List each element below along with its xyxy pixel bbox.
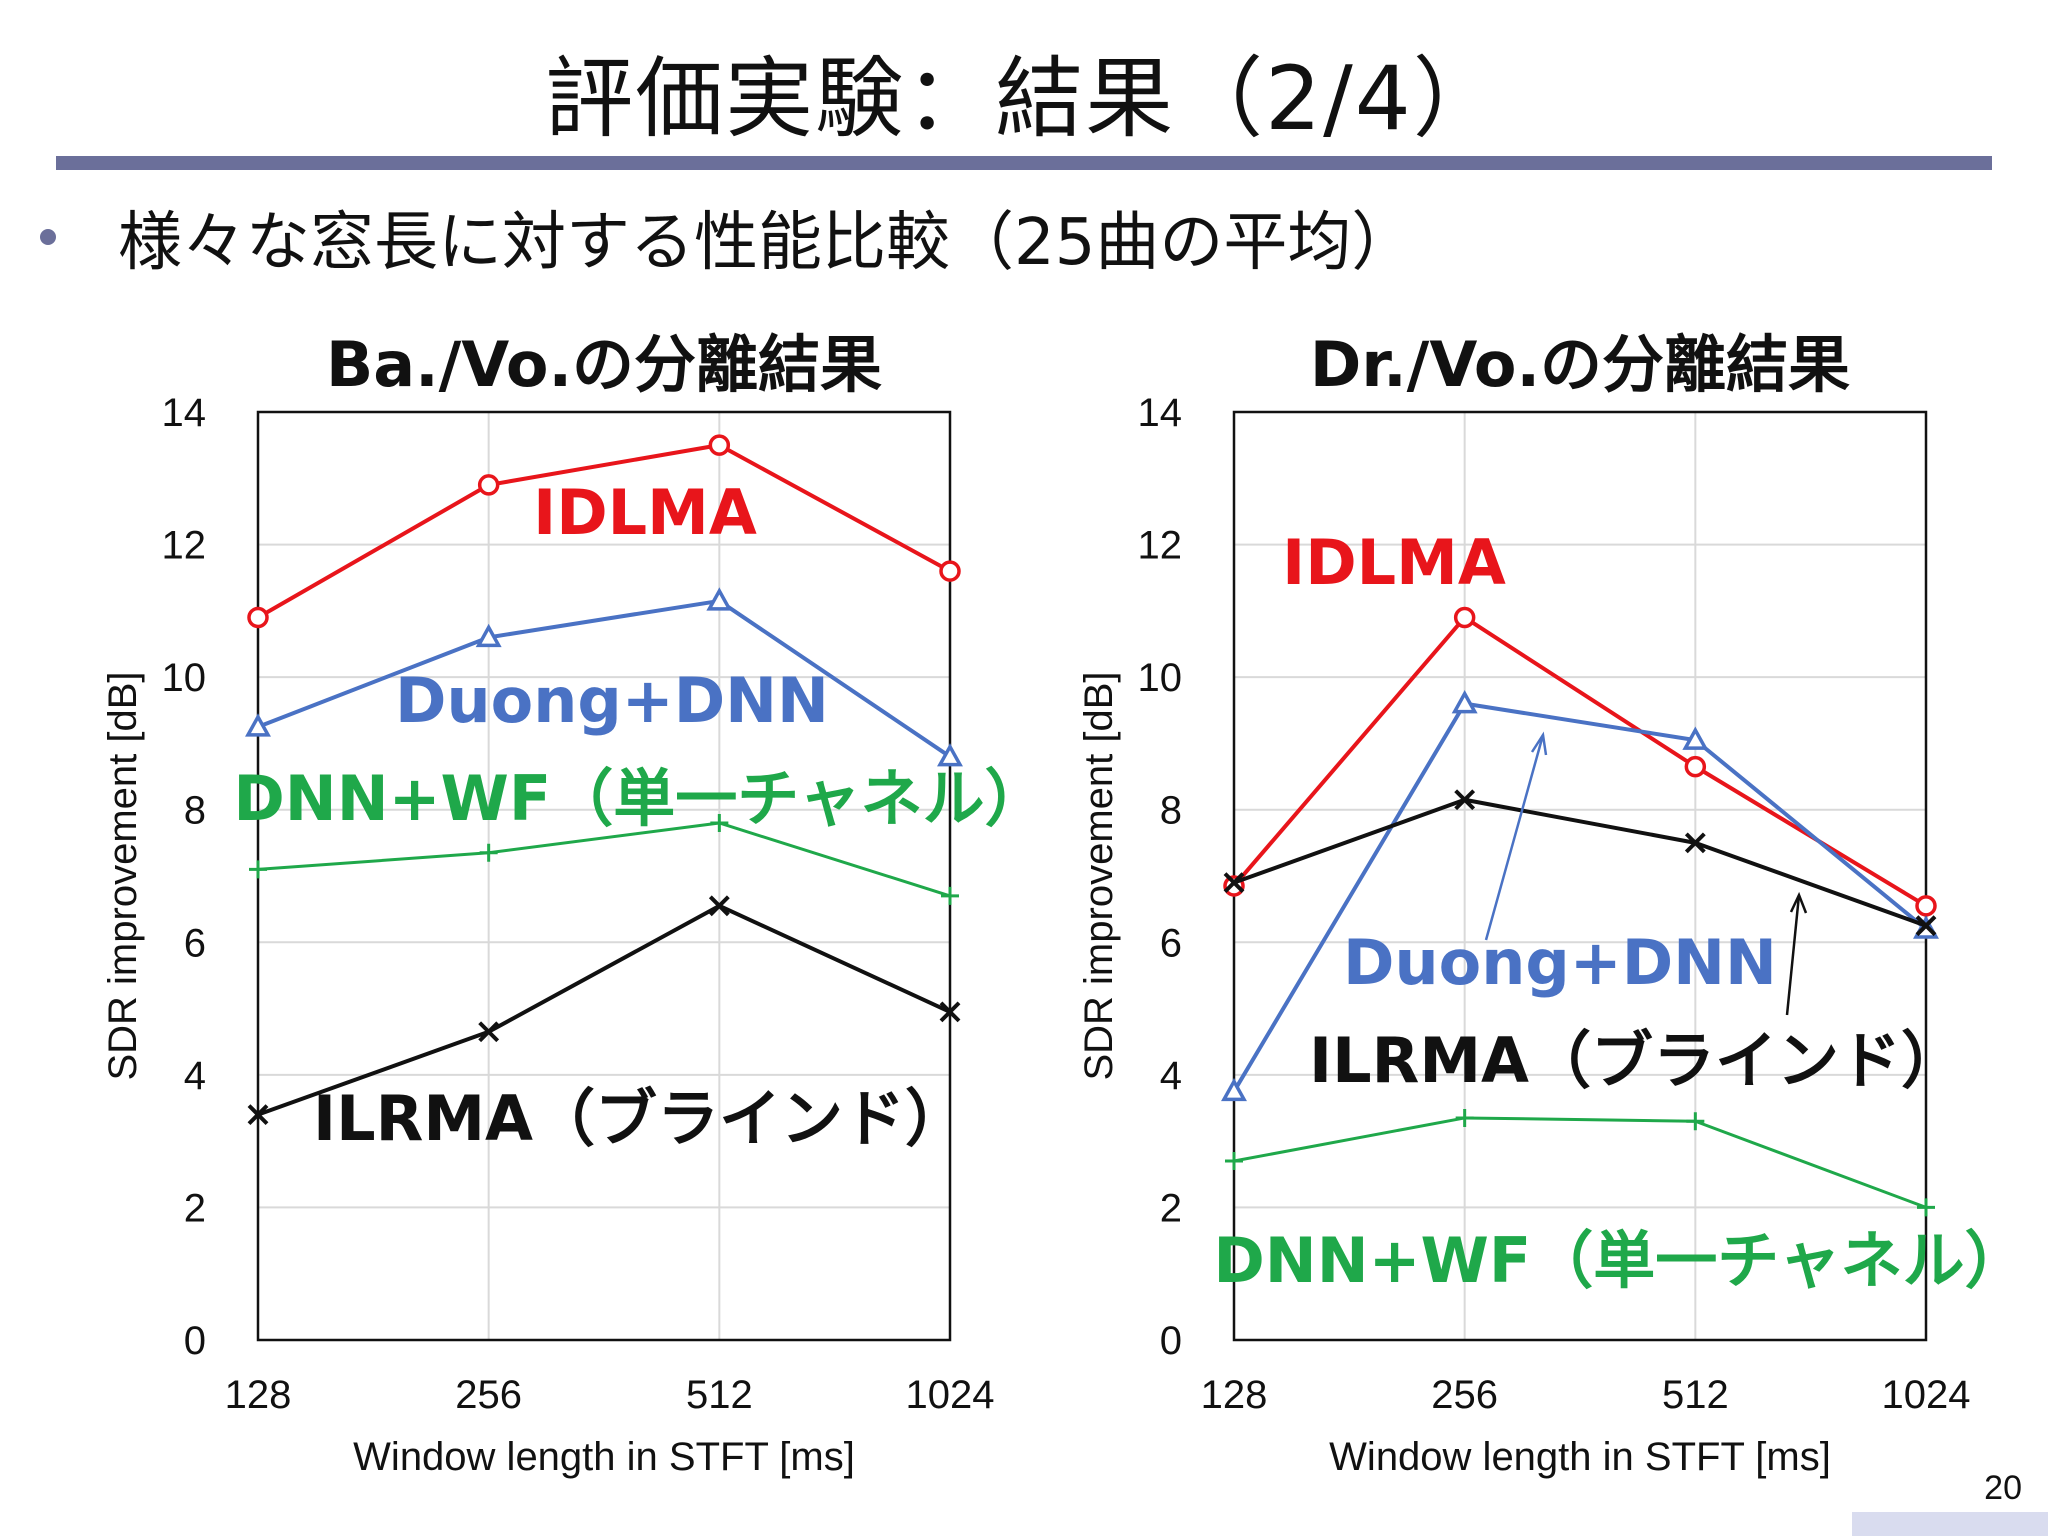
y-axis-label: SDR improvement [dB] [1077, 671, 1121, 1080]
y-tick-label: 14 [1138, 391, 1183, 435]
x-axis-label: Window length in STFT [ms] [353, 1435, 855, 1479]
data-point [1223, 872, 1245, 894]
series-label: Duong+DNN [1343, 926, 1777, 999]
series-circle: IDLMA [247, 434, 961, 629]
data-point [708, 895, 730, 917]
x-tick-label: 1024 [1882, 1373, 1971, 1417]
ilrma-arrow-line [1785, 894, 1801, 1016]
chart-title: Ba./Vo.の分離結果 [326, 328, 882, 401]
data-point [1454, 789, 1476, 811]
data-point [1684, 755, 1707, 778]
y-tick-label: 12 [162, 524, 207, 568]
data-point [1453, 606, 1476, 629]
page-number: 20 [1984, 1469, 2022, 1507]
plot-frame [256, 410, 952, 1342]
data-point [1915, 895, 1937, 917]
data-point [475, 623, 502, 648]
chart-1: Ba./Vo.の分離結果 0 2 4 6 8 10 12 14 128 256 512 1024 Wind… [101, 328, 1047, 1479]
data-point [939, 1001, 961, 1023]
title-divider [56, 156, 1992, 170]
data-point [1451, 690, 1478, 714]
series-plus: DNN+WF（単一チャネル） [1213, 1108, 2027, 1297]
duong-arrow-line [1484, 734, 1545, 941]
series-line [257, 903, 951, 1117]
data-point [249, 860, 267, 879]
data-point [941, 886, 959, 905]
y-tick-label: 8 [184, 789, 206, 833]
series-x: ILRMA（ブラインド） [247, 895, 967, 1155]
y-tick-label: 8 [1160, 789, 1182, 833]
x-tick-label: 1024 [906, 1373, 995, 1417]
y-tick-label: 10 [162, 656, 207, 700]
data-point [247, 606, 269, 629]
series-label: DNN+WF（単一チャネル） [233, 762, 1046, 835]
series-line [1233, 1116, 1927, 1209]
series-label: IDLMA [1282, 526, 1506, 599]
y-tick-label: 0 [1160, 1319, 1182, 1363]
bullet-text: 様々な窓長に対する性能比較（25曲の平均） [118, 206, 1416, 280]
series-line [257, 443, 951, 620]
data-point [706, 587, 733, 611]
series-label: IDLMA [533, 476, 757, 549]
series-label: ILRMA（ブラインド） [1309, 1024, 1963, 1097]
data-point [247, 1104, 269, 1126]
y-tick-label: 4 [1160, 1054, 1182, 1098]
x-tick-label: 512 [1662, 1373, 1729, 1417]
data-point [1684, 832, 1706, 854]
x-tick-label: 128 [1201, 1373, 1268, 1417]
x-axis-label: Window length in STFT [ms] [1329, 1435, 1831, 1479]
data-point [1455, 1108, 1474, 1127]
series-x: ILRMA（ブラインド） [1223, 789, 1963, 1097]
data-point [708, 434, 731, 456]
chart-2: Dr./Vo.の分離結果 0 2 4 6 8 10 12 14 128 256 512 1024 Wind… [1077, 328, 2027, 1479]
x-tick-label: 128 [225, 1373, 292, 1417]
annotation-arrows [1484, 731, 1808, 1016]
series-line [1232, 701, 1928, 1093]
y-axis-label: SDR improvement [dB] [101, 671, 145, 1080]
y-tick-label: 12 [1138, 524, 1183, 568]
chart-title: Dr./Vo.の分離結果 [1310, 328, 1850, 401]
series-plus: DNN+WF（単一チャネル） [233, 762, 1047, 905]
data-point [478, 1021, 500, 1043]
bullet-dot-icon [40, 229, 56, 245]
series-line [1232, 615, 1928, 908]
y-tick-label: 10 [1138, 656, 1183, 700]
slide-title: 評価実験：結果（2/4） [545, 47, 1503, 150]
data-point [1686, 1112, 1705, 1131]
series-line [257, 598, 952, 759]
series-triangle: Duong+DNN [245, 587, 963, 767]
series-line [1233, 797, 1927, 928]
data-point [1915, 915, 1937, 937]
data-point [1221, 1077, 1247, 1102]
x-tick-label: 256 [1431, 1373, 1498, 1417]
page-footer-bar [1852, 1512, 2048, 1536]
y-tick-label: 0 [184, 1319, 206, 1363]
series-line [257, 821, 951, 898]
y-tick-label: 6 [1160, 921, 1182, 965]
x-tick-label: 512 [686, 1373, 753, 1417]
x-tick-label: 256 [455, 1373, 522, 1417]
data-point [1225, 1152, 1243, 1171]
y-tick-label: 6 [184, 921, 206, 965]
y-tick-label: 2 [1160, 1186, 1182, 1230]
series-label: Duong+DNN [395, 664, 829, 737]
y-tick-label: 4 [184, 1054, 206, 1098]
data-point [1917, 1198, 1935, 1217]
data-point [477, 474, 500, 496]
data-point [937, 743, 963, 767]
ilrma-arrow-head-icon [1789, 891, 1808, 914]
data-point [1682, 726, 1709, 750]
data-point [710, 813, 729, 832]
bullet-item: 様々な窓長に対する性能比較（25曲の平均） [40, 192, 1415, 282]
y-tick-label: 14 [162, 391, 207, 435]
series-label: DNN+WF（単一チャネル） [1213, 1224, 2026, 1297]
y-tick-label: 2 [184, 1186, 206, 1230]
data-point [479, 843, 498, 862]
series-label: ILRMA（ブラインド） [313, 1082, 967, 1155]
duong-arrow-head-icon [1530, 731, 1548, 756]
data-point [939, 560, 961, 582]
data-point [245, 713, 271, 737]
